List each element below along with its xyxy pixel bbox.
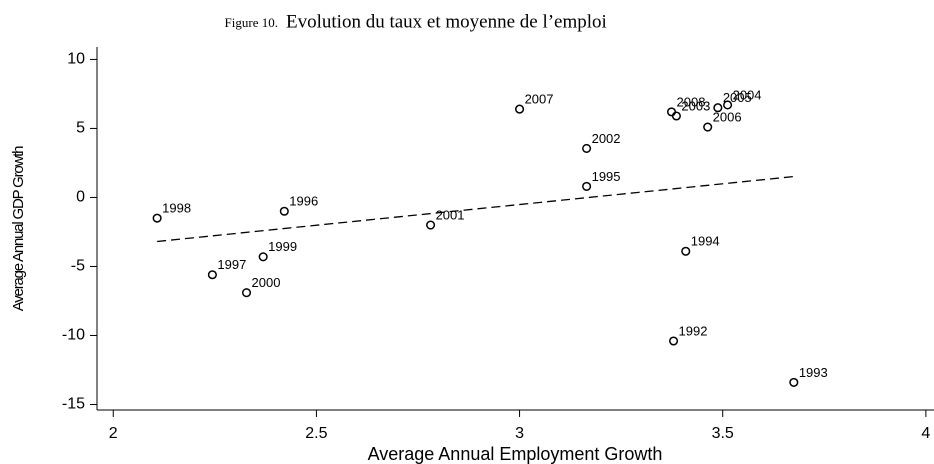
point [703,122,713,132]
point [713,103,723,113]
point [723,100,733,110]
point [669,336,679,346]
point-label: 1994 [691,234,720,249]
point-label: 1993 [799,365,828,380]
point [258,252,268,262]
y-tick-label: 5 [76,120,85,137]
x-tick-label: 4 [921,425,930,442]
y-tick-label: -15 [62,396,85,413]
x-tick-label: 3.5 [712,425,734,442]
point [426,220,436,230]
point [582,181,592,191]
point-label: 2001 [436,207,465,222]
chart-title: Evolution du taux et moyenne de l’emploi [286,11,607,32]
y-tick-label: 0 [76,189,85,206]
y-tick-label: -10 [62,327,85,344]
y-tick-label: -5 [71,258,85,275]
point [582,143,592,153]
point-label: 1996 [289,194,318,209]
point-label: 2000 [252,275,281,290]
point-label: 2008 [677,94,706,109]
x-tick-label: 2 [109,425,118,442]
point [789,377,799,387]
y-tick-label: 10 [67,51,85,68]
point [152,213,162,223]
point [666,107,677,117]
point-label: 1997 [217,257,246,272]
point-label: 1992 [679,323,708,338]
point-label: 2004 [733,87,762,102]
y-axis-label: Average Annual GDP Growth [10,146,27,311]
point-label: 1999 [268,239,297,254]
point-label: 1995 [592,169,621,184]
point-label: 2002 [592,131,621,146]
point-label: 1998 [162,201,191,216]
point [241,288,252,298]
point [515,104,525,114]
point-label: 2007 [525,92,554,107]
figure-label: Figure 10. [225,15,278,30]
point-label: 2006 [713,109,742,124]
point-label: 2003 [681,98,710,113]
point [671,111,681,121]
fit-line [157,175,795,243]
x-tick-label: 2.5 [305,425,327,442]
point [279,206,289,216]
point [681,246,691,256]
point [207,270,217,280]
x-tick-label: 3 [515,425,524,442]
x-axis-label: Average Annual Employment Growth [368,444,663,464]
